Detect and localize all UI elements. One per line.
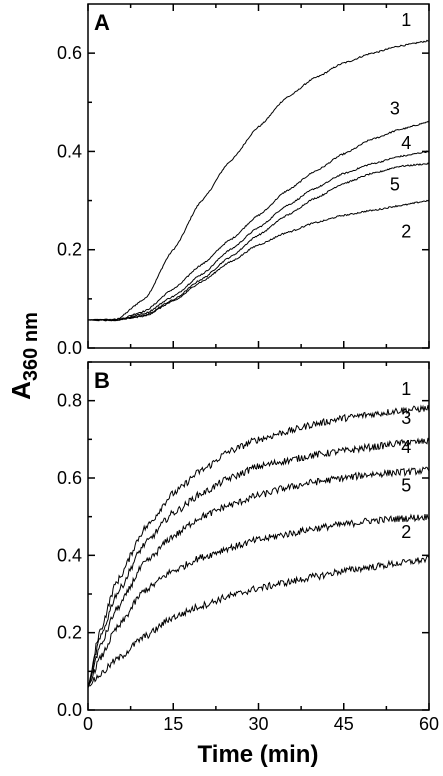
curve-label-2: 2: [401, 221, 411, 241]
series-line-5: [87, 513, 430, 687]
curve-label-1: 1: [401, 10, 411, 30]
panel-a-frame: [87, 3, 430, 349]
curve-label-3: 3: [390, 99, 400, 119]
x-tick-label: 60: [419, 714, 439, 734]
series-line-1: [87, 39, 430, 322]
panel-a-curve-labels: 1 34 5 2: [390, 10, 411, 241]
panel-a: A 0.0 0.2 0.4 0.6 1 34 5 2: [57, 3, 430, 358]
y-tick-label: 0.6: [57, 468, 82, 488]
series-line-3: [87, 437, 430, 687]
y-tick-label: 0.2: [57, 240, 82, 260]
series-line-2: [87, 199, 430, 322]
curve-label-1: 1: [401, 379, 411, 399]
y-tick-label: 0.8: [57, 391, 82, 411]
y-tick-label: 0.4: [57, 545, 82, 565]
series-line-4: [87, 150, 430, 322]
panel-b-frame: [87, 361, 430, 711]
curve-label-5: 5: [390, 175, 400, 195]
panel-b-y-axis: 0.0 0.2 0.4 0.6 0.8: [57, 361, 429, 720]
panel-b-curve-labels: 1 3 4 5 2: [401, 379, 411, 542]
x-axis-title: Time (min): [198, 741, 319, 768]
panel-b-letter: B: [94, 368, 110, 393]
series-line-5: [87, 162, 430, 322]
x-tick-label: 0: [83, 714, 93, 734]
y-tick-label: 0.0: [57, 338, 82, 358]
y-axis-title-sub: 360 nm: [20, 312, 42, 381]
panel-b-series: [87, 404, 430, 689]
y-tick-label: 0.0: [57, 700, 82, 720]
x-tick-label: 30: [248, 714, 268, 734]
curve-label-5: 5: [401, 476, 411, 496]
curve-label-4: 4: [401, 437, 411, 457]
x-tick-label: 45: [334, 714, 354, 734]
x-tick-label: 15: [163, 714, 183, 734]
y-tick-label: 0.4: [57, 141, 82, 161]
panel-b-x-axis: 0 15 30 45 60: [83, 362, 439, 734]
y-axis-title: A360 nm: [6, 312, 42, 400]
curve-label-2: 2: [401, 522, 411, 542]
panel-a-series: [87, 39, 430, 322]
y-tick-label: 0.6: [57, 43, 82, 63]
curve-label-3: 3: [401, 408, 411, 428]
y-axis-title-main: A: [6, 381, 36, 400]
panel-a-y-axis: 0.0 0.2 0.4 0.6: [57, 43, 429, 358]
series-line-1: [87, 404, 430, 687]
y-tick-label: 0.2: [57, 623, 82, 643]
panel-a-letter: A: [94, 10, 110, 35]
series-line-4: [87, 466, 430, 688]
curve-label-4: 4: [401, 133, 411, 153]
series-line-3: [87, 120, 430, 322]
series-line-2: [87, 555, 430, 689]
panel-a-x-axis: [87, 4, 430, 348]
